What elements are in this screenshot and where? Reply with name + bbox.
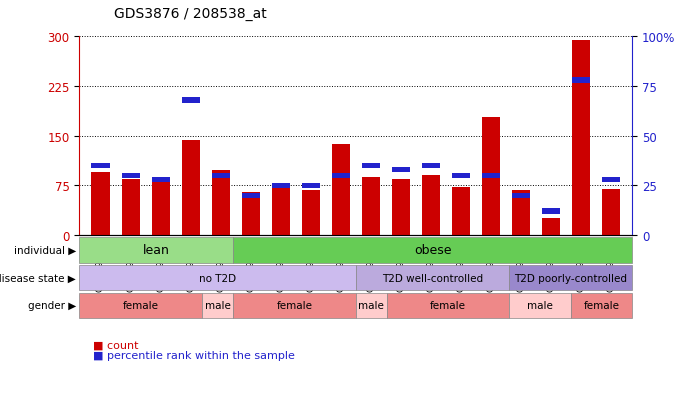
Bar (392, 179, 410, 235)
Text: male: male (527, 301, 553, 311)
Bar (603, 189, 621, 235)
Bar (91, 173, 109, 235)
Text: female: female (123, 301, 159, 311)
Text: male: male (358, 301, 384, 311)
Text: obese: obese (414, 244, 451, 257)
Bar (452, 187, 470, 235)
Text: ■ percentile rank within the sample: ■ percentile rank within the sample (93, 351, 295, 361)
Bar (542, 219, 560, 235)
Text: female: female (430, 301, 466, 311)
Bar (512, 193, 530, 198)
Bar (482, 173, 500, 178)
Text: no T2D: no T2D (199, 273, 236, 283)
Bar (122, 173, 140, 178)
Bar (272, 188, 290, 235)
Bar (603, 177, 621, 183)
Text: female: female (276, 301, 312, 311)
Bar (272, 183, 290, 188)
Text: GDS3876 / 208538_at: GDS3876 / 208538_at (114, 7, 267, 21)
Bar (452, 173, 470, 178)
Bar (362, 164, 380, 169)
Bar (422, 176, 440, 235)
Bar (122, 179, 140, 235)
Text: gender ▶: gender ▶ (28, 301, 76, 311)
Text: disease state ▶: disease state ▶ (0, 273, 76, 283)
Text: T2D poorly-controlled: T2D poorly-controlled (514, 273, 627, 283)
Bar (182, 141, 200, 235)
Bar (482, 118, 500, 235)
Text: T2D well-controlled: T2D well-controlled (382, 273, 483, 283)
Text: lean: lean (143, 244, 170, 257)
Bar (151, 177, 169, 235)
Bar (302, 190, 320, 235)
Bar (242, 193, 260, 198)
Bar (542, 209, 560, 214)
Bar (572, 78, 590, 83)
Bar (572, 40, 590, 235)
Text: individual ▶: individual ▶ (14, 245, 76, 255)
Bar (392, 167, 410, 173)
Bar (242, 192, 260, 235)
Bar (362, 177, 380, 235)
Bar (332, 173, 350, 178)
Text: female: female (584, 301, 620, 311)
Bar (422, 164, 440, 169)
Bar (151, 177, 169, 183)
Bar (211, 173, 229, 178)
Text: male: male (205, 301, 231, 311)
Bar (91, 164, 109, 169)
Bar (302, 183, 320, 188)
Bar (332, 144, 350, 235)
Text: ■ count: ■ count (93, 340, 139, 350)
Bar (512, 190, 530, 235)
Bar (182, 98, 200, 103)
Bar (211, 171, 229, 235)
